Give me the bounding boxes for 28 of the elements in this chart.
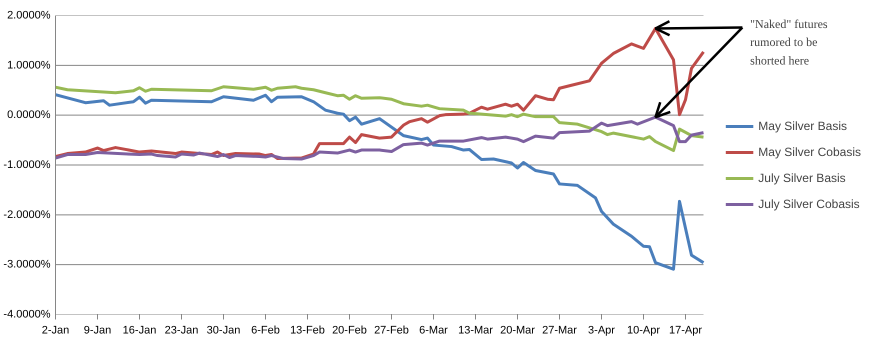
- x-tick-label: 2-Jan: [42, 324, 70, 336]
- y-tick-label: -2.0000%: [3, 208, 51, 221]
- x-tick-label: 20-Mar: [500, 324, 536, 336]
- x-tick-label: 23-Jan: [164, 324, 198, 336]
- y-tick-label: -1.0000%: [3, 159, 51, 171]
- annotation: "Naked" futures rumored to be shorted here: [750, 16, 828, 68]
- x-tick-label: 20-Feb: [332, 324, 367, 336]
- y-tick-label: 0.0000%: [7, 109, 51, 122]
- y-tick-label: 2.0000%: [7, 10, 51, 22]
- legend-label: July Silver Basis: [758, 170, 846, 184]
- x-tick-label: 27-Mar: [542, 324, 578, 336]
- x-tick-label: 30-Jan: [206, 324, 240, 336]
- x-tick-label: 27-Feb: [374, 324, 409, 336]
- x-tick-label: 9-Jan: [84, 324, 112, 336]
- x-tick-label: 13-Feb: [290, 324, 325, 336]
- y-tick-label: 1.0000%: [7, 59, 51, 72]
- legend-label: May Silver Cobasis: [758, 144, 861, 158]
- x-tick-label: 17-Apr: [668, 324, 702, 336]
- y-tick-label: -3.0000%: [3, 258, 51, 271]
- x-tick-label: 13-Mar: [458, 324, 494, 336]
- x-tick-label: 10-Apr: [626, 324, 660, 336]
- legend-label: May Silver Basis: [758, 118, 847, 132]
- x-tick-label: 16-Jan: [122, 324, 156, 336]
- y-tick-label: -4.0000%: [3, 308, 51, 320]
- x-tick-label: 6-Feb: [251, 324, 280, 336]
- x-tick-label: 6-Mar: [419, 324, 448, 336]
- x-tick-label: 3-Apr: [588, 324, 616, 336]
- legend-label: July Silver Cobasis: [758, 196, 860, 210]
